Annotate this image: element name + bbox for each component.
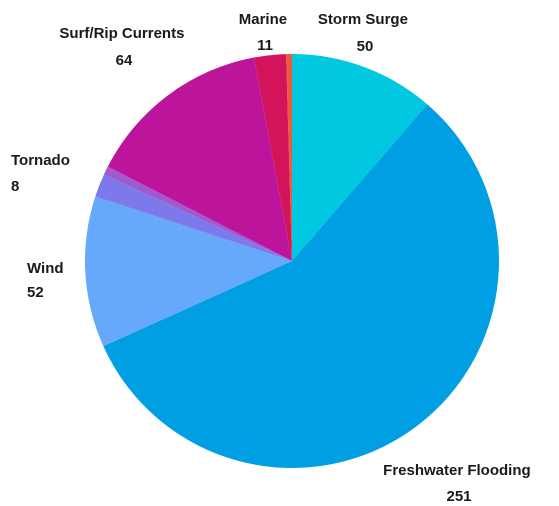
- pie-slice-unlabeled-7: [286, 53, 292, 262]
- pie-slice-storm-surge: [292, 54, 428, 261]
- pie-slice-wind: [84, 196, 292, 347]
- pie-slice-surf-rip-currents: [107, 57, 292, 261]
- label-surf-rip-currents: Surf/Rip Currents 64: [59, 25, 188, 69]
- pie-slice-unlabeled-4: [103, 166, 293, 261]
- pie-slice-freshwater-flooding: [103, 104, 500, 469]
- pie-slices: [84, 53, 500, 469]
- label-marine: Marine 11: [239, 11, 292, 54]
- pie-slice-marine: [253, 54, 292, 261]
- label-storm-surge: Storm Surge 50: [318, 11, 412, 55]
- label-wind: Wind 52: [27, 260, 68, 301]
- label-tornado: Tornado 8: [11, 152, 74, 195]
- pie-slice-tornado: [95, 174, 292, 261]
- label-freshwater-flooding: Freshwater Flooding 251: [383, 462, 535, 505]
- pie-labels: Storm Surge 50 Freshwater Flooding 251 W…: [11, 11, 535, 505]
